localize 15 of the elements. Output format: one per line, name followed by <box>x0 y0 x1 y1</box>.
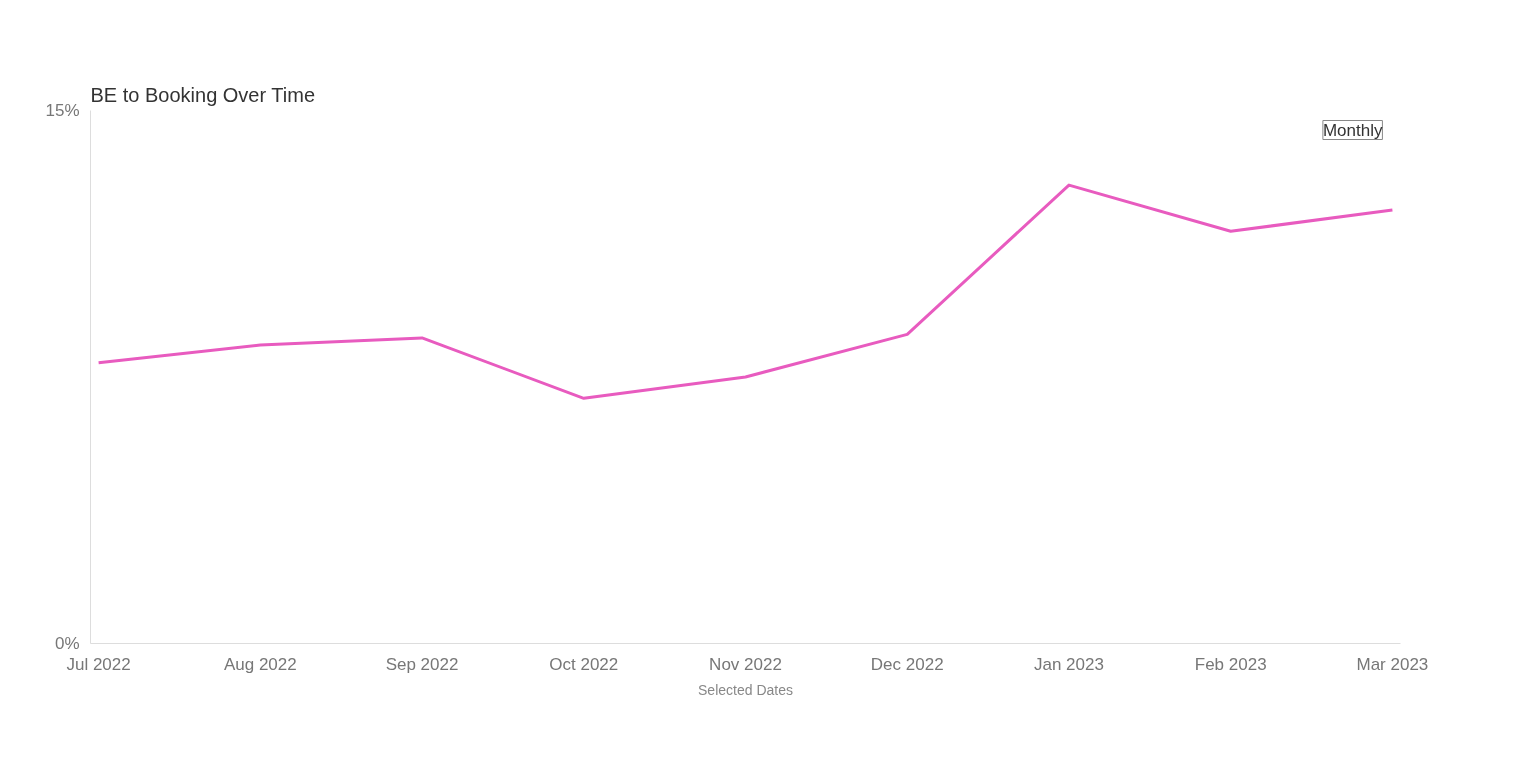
x-tick-label: Dec 2022 <box>870 654 944 674</box>
x-tick-label: Aug 2022 <box>223 654 297 674</box>
y-tick-label: 0% <box>54 634 80 653</box>
x-tick-label: Nov 2022 <box>709 654 782 674</box>
x-tick-label: Feb 2023 <box>1194 654 1267 674</box>
x-tick-label: Jul 2022 <box>66 654 131 674</box>
x-tick-label: Jan 2023 <box>1033 654 1104 674</box>
y-tick-label: 15% <box>45 101 80 120</box>
x-tick-label: Oct 2022 <box>549 654 619 674</box>
x-axis-title: Selected Dates <box>698 681 793 698</box>
line-series <box>97 183 1394 400</box>
chart-title: BE to Booking Over Time <box>90 83 316 106</box>
x-tick-label: Sep 2022 <box>385 654 459 674</box>
x-tick-label: Mar 2023 <box>1356 654 1429 674</box>
annotation: Monthly <box>1322 120 1383 140</box>
